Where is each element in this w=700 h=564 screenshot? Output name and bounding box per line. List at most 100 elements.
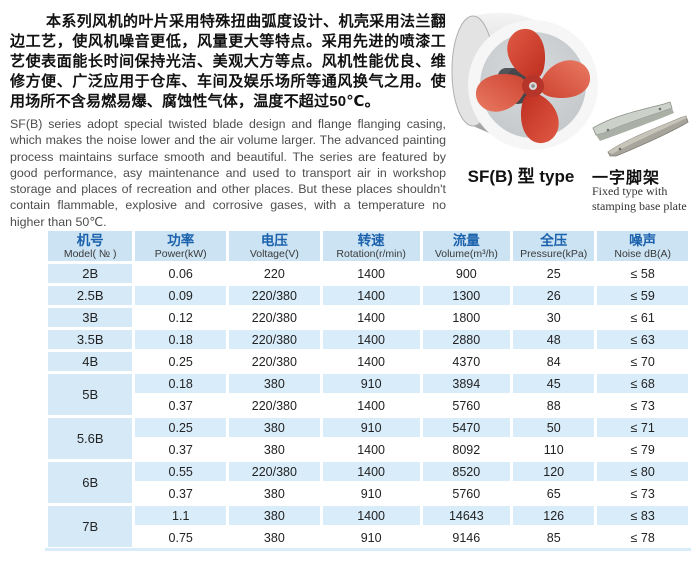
model-cell: 7B (48, 506, 133, 547)
table-row: 5.6B 0.25 380 910 5470 50 ≤ 71 (48, 418, 688, 459)
top-section: 本系列风机的叶片采用特殊扭曲弧度设计、机壳采用法兰翻边工艺，使风机噪音更低，风量… (0, 0, 700, 230)
intro-paragraph-en: SF(B) series adopt special twisted blade… (10, 117, 446, 229)
fan-product-image (451, 12, 598, 150)
model-cell: 2.5B (48, 286, 133, 305)
data-cell: ≤ 63 (597, 330, 688, 349)
data-cell: 5760 (422, 484, 511, 503)
data-cell: ≤ 59 (597, 286, 688, 305)
data-cell: 50 (513, 418, 595, 437)
data-cell: 0.06 (135, 264, 227, 283)
data-cell: 14643 (422, 506, 511, 525)
data-cell: ≤ 79 (597, 440, 688, 459)
column-header: 功率 Power(kW) (135, 231, 227, 261)
data-cell: ≤ 83 (597, 506, 688, 525)
table-row: 3.5B 0.18 220/380 1400 2880 48 ≤ 63 (48, 330, 688, 349)
data-cell: 0.12 (135, 308, 227, 327)
data-cell: 0.25 (135, 352, 227, 371)
data-cell: 26 (513, 286, 595, 305)
data-cell: 84 (513, 352, 595, 371)
data-cell: 0.18 (135, 330, 227, 349)
data-cell: ≤ 71 (597, 418, 688, 437)
data-cell: 4370 (422, 352, 511, 371)
data-cell: 110 (513, 440, 595, 459)
model-cell: 5B (48, 374, 133, 415)
data-cell: 220/380 (229, 330, 320, 349)
data-cell: 380 (229, 506, 320, 525)
data-cell: 65 (513, 484, 595, 503)
data-cell: 910 (322, 418, 420, 437)
table-bottom-rule (45, 548, 691, 551)
bracket-caption-en: Fixed type with stamping base plate (592, 184, 687, 213)
column-header: 转速 Rotation(r/min) (322, 231, 420, 261)
data-cell: 0.55 (135, 462, 227, 481)
data-cell: ≤ 70 (597, 352, 688, 371)
data-cell: 3894 (422, 374, 511, 393)
data-cell: 220/380 (229, 352, 320, 371)
data-cell: 8092 (422, 440, 511, 459)
model-cell: 4B (48, 352, 133, 371)
data-cell: ≤ 61 (597, 308, 688, 327)
intro-paragraph-cn: 本系列风机的叶片采用特殊扭曲弧度设计、机壳采用法兰翻边工艺，使风机噪音更低，风量… (10, 13, 446, 110)
spec-table-body: 2B 0.06 220 1400 900 25 ≤ 58 2.5B 0.09 220/380 140… (48, 264, 688, 547)
data-cell: 1800 (422, 308, 511, 327)
data-cell: 220/380 (229, 286, 320, 305)
data-cell: 1400 (322, 440, 420, 459)
model-cell: 6B (48, 462, 133, 503)
table-row: 3B 0.12 220/380 1400 1800 30 ≤ 61 (48, 308, 688, 327)
data-cell: 1400 (322, 462, 420, 481)
intro-text-block: 本系列风机的叶片采用特殊扭曲弧度设计、机壳采用法兰翻边工艺，使风机噪音更低，风量… (10, 12, 446, 230)
spec-table-head: 机号 Model( № ) 功率 Power(kW) 电压 Voltage(V) 转速 Rot… (48, 231, 688, 261)
data-cell: 25 (513, 264, 595, 283)
data-cell: 380 (229, 374, 320, 393)
data-cell: 120 (513, 462, 595, 481)
data-cell: 900 (422, 264, 511, 283)
data-cell: 0.37 (135, 484, 227, 503)
table-row: 2.5B 0.09 220/380 1400 1300 26 ≤ 59 (48, 286, 688, 305)
model-cell: 3.5B (48, 330, 133, 349)
data-cell: 0.25 (135, 418, 227, 437)
data-cell: 88 (513, 396, 595, 415)
column-header: 全压 Pressure(kPa) (513, 231, 595, 261)
bracket-caption-cn: 一字脚架 (592, 170, 661, 187)
data-cell: 1400 (322, 264, 420, 283)
data-cell: 5470 (422, 418, 511, 437)
data-cell: 380 (229, 528, 320, 547)
header-row: 机号 Model( № ) 功率 Power(kW) 电压 Voltage(V) 转速 Rot… (48, 231, 688, 261)
data-cell: 5760 (422, 396, 511, 415)
data-cell: 1400 (322, 308, 420, 327)
data-cell: 0.18 (135, 374, 227, 393)
data-cell: ≤ 73 (597, 484, 688, 503)
data-cell: 85 (513, 528, 595, 547)
data-cell: 1400 (322, 506, 420, 525)
data-cell: 1400 (322, 330, 420, 349)
product-image-block: SF(B) 型 type 一字脚架 Fixed type with stampi… (446, 12, 700, 228)
data-cell: 45 (513, 374, 595, 393)
data-cell: 0.75 (135, 528, 227, 547)
table-row: 5B 0.18 380 910 3894 45 ≤ 68 (48, 374, 688, 415)
model-cell: 3B (48, 308, 133, 327)
data-cell: 126 (513, 506, 595, 525)
data-cell: 220/380 (229, 462, 320, 481)
table-row: 0.75 380 910 9146 85 ≤ 78 (48, 528, 688, 547)
table-row: 2B 0.06 220 1400 900 25 ≤ 58 (48, 264, 688, 283)
data-cell: 48 (513, 330, 595, 349)
table-row: 0.37 380 910 5760 65 ≤ 73 (48, 484, 688, 503)
data-cell: 1.1 (135, 506, 227, 525)
data-cell: 220 (229, 264, 320, 283)
column-header: 电压 Voltage(V) (229, 231, 320, 261)
data-cell: ≤ 78 (597, 528, 688, 547)
data-cell: 220/380 (229, 308, 320, 327)
data-cell: 910 (322, 484, 420, 503)
data-cell: 380 (229, 484, 320, 503)
data-cell: ≤ 68 (597, 374, 688, 393)
model-cell: 2B (48, 264, 133, 283)
column-header: 流量 Volume(m³/h) (422, 231, 511, 261)
table-row: 4B 0.25 220/380 1400 4370 84 ≤ 70 (48, 352, 688, 371)
data-cell: 1300 (422, 286, 511, 305)
table-row: 0.37 380 1400 8092 110 ≤ 79 (48, 440, 688, 459)
table-row: 7B 1.1 380 1400 14643 126 ≤ 83 (48, 506, 688, 547)
fan-caption: SF(B) 型 type (467, 167, 575, 186)
data-cell: 1400 (322, 286, 420, 305)
data-cell: 220/380 (229, 396, 320, 415)
